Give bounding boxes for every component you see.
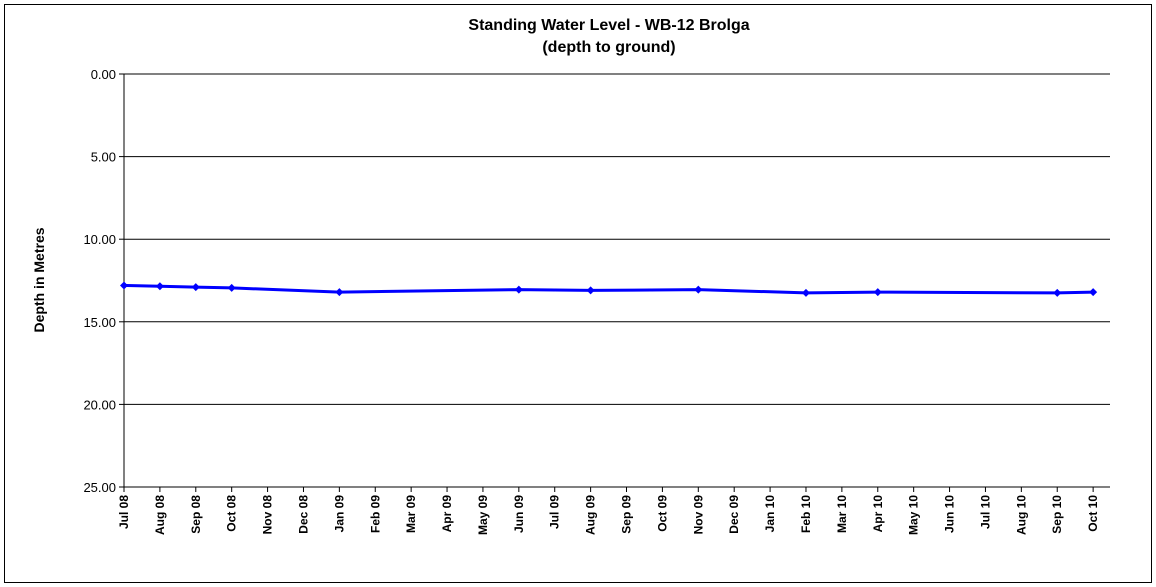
data-point xyxy=(120,281,128,290)
x-tick-label: Aug 09 xyxy=(584,495,598,535)
x-tick-label: Jan 09 xyxy=(332,495,346,533)
x-tick-label: Jun 10 xyxy=(943,495,957,533)
y-tick-label: 20.00 xyxy=(83,397,116,412)
data-point xyxy=(191,283,200,292)
x-tick-label: Apr 09 xyxy=(440,495,454,533)
data-point xyxy=(873,288,882,297)
series-line xyxy=(123,283,1094,295)
chart-subtitle: (depth to ground) xyxy=(542,39,675,56)
data-point xyxy=(335,288,344,297)
x-tick-label: Aug 08 xyxy=(153,495,167,535)
x-tick-label: Jun 09 xyxy=(512,495,526,533)
x-tick-label: Oct 09 xyxy=(655,495,669,532)
y-tick-label: 10.00 xyxy=(83,232,116,247)
data-point xyxy=(801,288,810,297)
data-point xyxy=(227,283,236,292)
data-point xyxy=(1053,288,1062,297)
x-tick-label: Sep 08 xyxy=(189,495,203,534)
x-tick-label: Nov 08 xyxy=(261,495,275,535)
y-tick-label: 15.00 xyxy=(83,315,116,330)
chart-title: Standing Water Level - WB-12 Brolga xyxy=(468,17,749,34)
x-tick-label: Oct 10 xyxy=(1086,495,1100,532)
x-tick-label: Feb 09 xyxy=(368,495,382,533)
x-tick-label: Dec 09 xyxy=(727,495,741,534)
y-tick-label: 25.00 xyxy=(83,480,116,495)
x-tick-label: Jul 09 xyxy=(548,495,562,529)
x-tick-label: Sep 09 xyxy=(620,495,634,534)
x-tick-label: Jul 10 xyxy=(978,495,992,529)
data-point xyxy=(586,286,595,295)
data-point xyxy=(1089,288,1098,297)
x-tick-label: Nov 09 xyxy=(691,495,705,535)
x-tick-label: Sep 10 xyxy=(1050,495,1064,534)
data-point xyxy=(155,282,164,291)
x-tick-label: Dec 08 xyxy=(296,495,310,534)
x-tick-label: Feb 10 xyxy=(799,495,813,533)
y-tick-label: 5.00 xyxy=(91,150,116,165)
x-tick-label: Jul 08 xyxy=(117,495,131,529)
data-point xyxy=(514,285,523,294)
x-tick-label: Mar 10 xyxy=(835,495,849,533)
x-tick-label: Mar 09 xyxy=(404,495,418,533)
x-tick-label: Oct 08 xyxy=(225,495,239,532)
x-tick-label: May 09 xyxy=(476,495,490,535)
x-tick-label: May 10 xyxy=(907,495,921,535)
data-point xyxy=(694,285,703,294)
x-tick-label: Jan 10 xyxy=(763,495,777,533)
y-tick-label: 0.00 xyxy=(91,67,116,82)
x-tick-label: Aug 10 xyxy=(1014,495,1028,535)
x-tick-label: Apr 10 xyxy=(871,495,885,533)
y-axis-label: Depth in Metres xyxy=(31,227,47,332)
